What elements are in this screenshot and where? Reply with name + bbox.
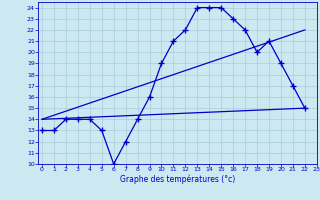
X-axis label: Graphe des températures (°c): Graphe des températures (°c) [120,175,235,184]
